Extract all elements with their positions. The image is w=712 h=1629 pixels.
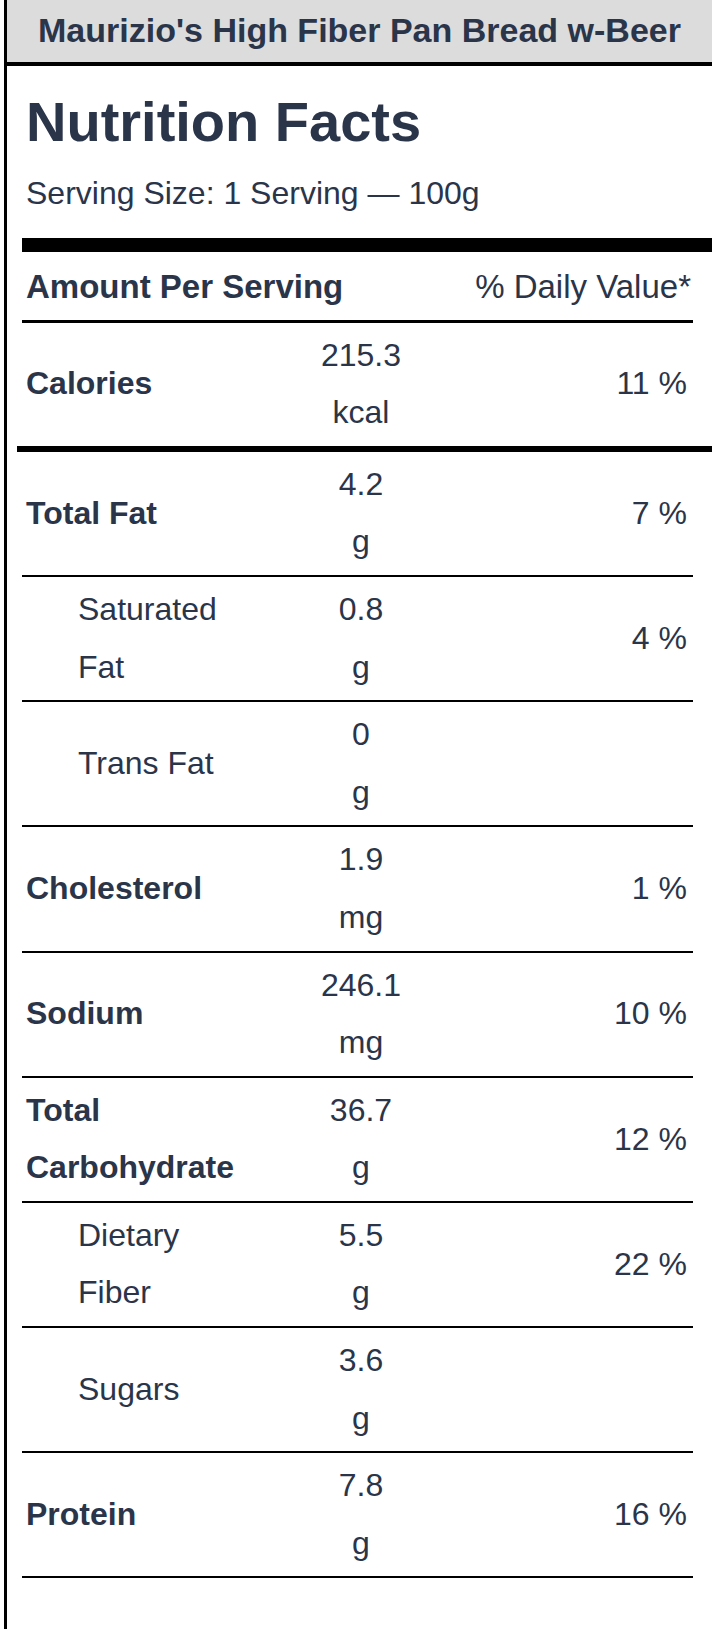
nutrient-value: 36.7 [246, 1082, 476, 1140]
nutrient-amount: 5.5 g [246, 1207, 476, 1322]
nutrient-daily-value: 12 % [476, 1111, 693, 1169]
nutrient-amount: 36.7 g [246, 1082, 476, 1197]
nutrient-name: Total Carbohydrate [22, 1082, 246, 1197]
table-row: Sugars 3.6 g [22, 1328, 693, 1453]
nutrient-name: Saturated Fat [22, 581, 246, 696]
table-row: Dietary Fiber 5.5 g 22 % [22, 1203, 693, 1328]
nutrient-daily-value: 16 % [476, 1486, 693, 1544]
nutrient-amount: 7.8 g [246, 1457, 476, 1572]
nutrient-unit: g [246, 1390, 476, 1448]
nutrient-amount: 3.6 g [246, 1332, 476, 1447]
nutrient-value: 1.9 [246, 831, 476, 889]
nutrient-unit: g [246, 513, 476, 571]
nutrient-unit: g [246, 1264, 476, 1322]
table-row: Saturated Fat 0.8 g 4 % [22, 577, 693, 702]
nutrient-amount: 0.8 g [246, 581, 476, 696]
nutrient-daily-value: 4 % [476, 610, 693, 668]
nutrient-name: Total Fat [22, 485, 246, 543]
nutrient-value: 4.2 [246, 456, 476, 514]
table-row: Calories 215.3 kcal 11 % [22, 323, 693, 446]
nutrition-rows: Calories 215.3 kcal 11 % Total Fat 4.2 g… [22, 323, 693, 1579]
nutrient-unit: kcal [246, 384, 476, 442]
table-row: Protein 7.8 g 16 % [22, 1453, 693, 1578]
nutrient-unit: g [246, 1515, 476, 1573]
nutrient-value: 7.8 [246, 1457, 476, 1515]
nutrient-amount: 4.2 g [246, 456, 476, 571]
nutrient-amount: 215.3 kcal [246, 327, 476, 442]
table-row: Trans Fat 0 g [22, 702, 693, 827]
nutrient-name: Calories [22, 355, 246, 413]
nutrient-daily-value: 10 % [476, 985, 693, 1043]
nutrient-daily-value: 22 % [476, 1236, 693, 1294]
nutrient-daily-value: 7 % [476, 485, 693, 543]
nutrition-facts-heading: Nutrition Facts [26, 90, 712, 154]
nutrient-name: Trans Fat [22, 735, 246, 793]
nutrient-amount: 0 g [246, 706, 476, 821]
table-row: Total Fat 4.2 g 7 % [22, 452, 693, 577]
nutrient-value: 0 [246, 706, 476, 764]
nutrient-amount: 1.9 mg [246, 831, 476, 946]
nutrient-value: 0.8 [246, 581, 476, 639]
nutrient-value: 246.1 [246, 957, 476, 1015]
nutrient-name: Sugars [22, 1361, 246, 1419]
nutrient-unit: g [246, 764, 476, 822]
thick-divider [22, 238, 712, 252]
nutrition-label-card: Maurizio's High Fiber Pan Bread w-Beer N… [4, 0, 712, 1629]
nutrient-value: 5.5 [246, 1207, 476, 1265]
amount-per-serving-label: Amount Per Serving [26, 268, 343, 306]
nutrient-amount: 246.1 mg [246, 957, 476, 1072]
daily-value-label: % Daily Value* [475, 268, 691, 306]
product-title: Maurizio's High Fiber Pan Bread w-Beer [38, 11, 681, 49]
table-header-row: Amount Per Serving % Daily Value* [22, 252, 693, 323]
serving-size-text: Serving Size: 1 Serving — 100g [26, 171, 693, 216]
nutrient-daily-value: 11 % [476, 355, 693, 413]
nutrient-name: Cholesterol [22, 860, 246, 918]
nutrient-name: Dietary Fiber [22, 1207, 246, 1322]
nutrient-unit: mg [246, 1014, 476, 1072]
nutrient-daily-value: 1 % [476, 860, 693, 918]
nutrient-value: 3.6 [246, 1332, 476, 1390]
nutrient-name: Sodium [22, 985, 246, 1043]
nutrition-table: Amount Per Serving % Daily Value* Calori… [22, 252, 693, 1579]
table-row: Sodium 246.1 mg 10 % [22, 953, 693, 1078]
nutrient-unit: g [246, 639, 476, 697]
nutrient-unit: mg [246, 889, 476, 947]
nutrient-name: Protein [22, 1486, 246, 1544]
nutrient-unit: g [246, 1139, 476, 1197]
table-row: Total Carbohydrate 36.7 g 12 % [22, 1078, 693, 1203]
product-title-bar: Maurizio's High Fiber Pan Bread w-Beer [7, 0, 712, 66]
table-row: Cholesterol 1.9 mg 1 % [22, 827, 693, 952]
nutrient-value: 215.3 [246, 327, 476, 385]
